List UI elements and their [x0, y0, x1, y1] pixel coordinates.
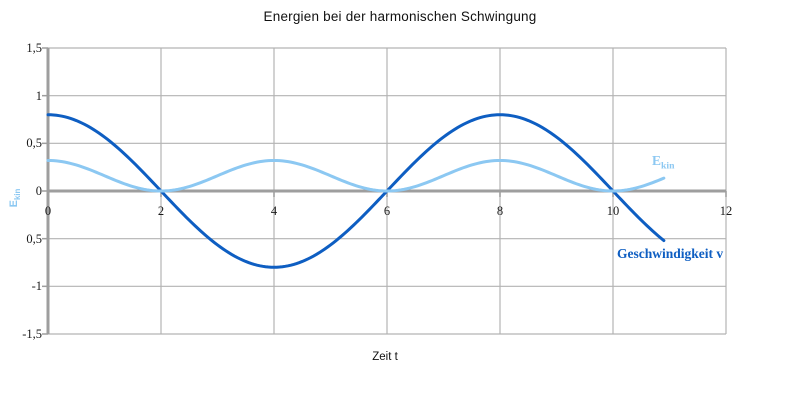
y-tick-label: -1,5 [22, 327, 42, 341]
y-axis-title: Ekin [8, 168, 24, 228]
x-axis-title: Zeit t [372, 351, 398, 363]
legend-ekin-sub: kin [661, 160, 675, 172]
x-tick-label: 4 [270, 204, 278, 218]
legend-ekin: Ekin [652, 153, 675, 172]
legend-ekin-main: E [652, 153, 662, 168]
x-tick-label: 2 [157, 204, 165, 218]
y-tick-label: 0,5 [26, 232, 42, 246]
y-tick-label: 0,5 [26, 136, 42, 150]
velocity-curve [46, 113, 666, 269]
y-tick-label: 0 [35, 184, 42, 198]
chart-title: Energien bei der harmonischen Schwingung [263, 9, 537, 24]
ekin-curve [46, 158, 666, 193]
x-tick-label: 12 [719, 204, 733, 218]
y-axis-title-sub: kin [13, 188, 23, 201]
y-axis-title-main: E [8, 200, 20, 208]
y-tick-label: 1,5 [26, 41, 42, 55]
x-tick-label: 8 [496, 204, 504, 218]
legend-velocity: Geschwindigkeit v [617, 246, 724, 261]
x-tick-label: 10 [606, 204, 620, 218]
x-tick-label: 0 [44, 204, 52, 218]
y-tick-label: 1 [35, 89, 42, 103]
y-tick-label: -1 [31, 279, 42, 293]
x-tick-label: 6 [383, 204, 391, 218]
